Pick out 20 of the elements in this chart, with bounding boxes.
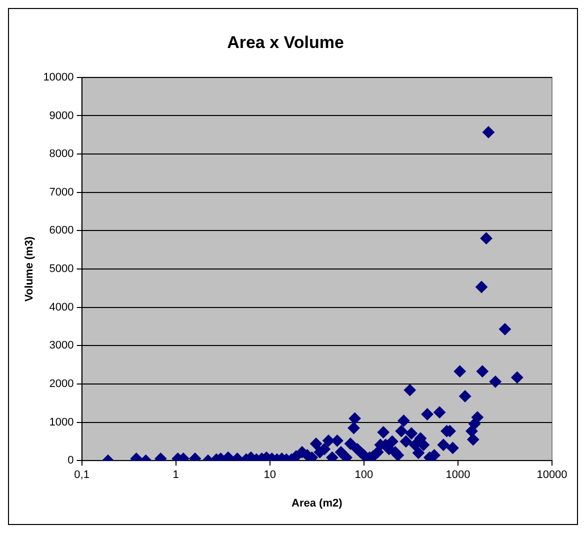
y-axis-title: Volume (m3) — [24, 236, 36, 302]
y-tick-label: 3000 — [49, 340, 74, 352]
x-tick-label: 100 — [354, 469, 374, 482]
y-tick-label: 4000 — [49, 301, 74, 314]
y-tick-label: 10000 — [43, 71, 74, 84]
y-tick-label: 0 — [68, 454, 74, 467]
y-tick-label: 5000 — [49, 263, 74, 276]
y-tick-label: 2000 — [49, 378, 74, 390]
y-tick-label: 7000 — [49, 186, 74, 198]
x-tick-label: 0,1 — [74, 469, 90, 482]
x-tick-label: 1000 — [446, 469, 470, 482]
y-tick-label: 6000 — [49, 224, 74, 237]
x-tick-label: 10 — [264, 469, 276, 482]
x-axis-title: Area (m2) — [292, 497, 343, 510]
x-tick-label: 10000 — [536, 469, 568, 482]
y-tick-label: 8000 — [49, 148, 74, 160]
x-tick-label: 1 — [172, 469, 179, 482]
y-tick-label: 9000 — [49, 110, 74, 122]
chart-title: Area x Volume — [227, 32, 344, 52]
y-tick-label: 1000 — [49, 416, 74, 428]
